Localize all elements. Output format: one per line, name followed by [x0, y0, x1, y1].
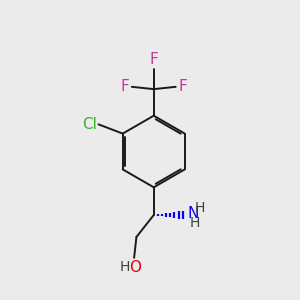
Text: Cl: Cl: [82, 117, 97, 132]
Text: F: F: [149, 52, 158, 67]
Text: H: H: [190, 216, 200, 230]
Text: F: F: [178, 79, 187, 94]
Text: O: O: [129, 260, 141, 274]
Text: H: H: [195, 201, 206, 215]
Text: F: F: [120, 79, 129, 94]
Text: N: N: [188, 206, 199, 221]
Text: H: H: [120, 260, 130, 274]
